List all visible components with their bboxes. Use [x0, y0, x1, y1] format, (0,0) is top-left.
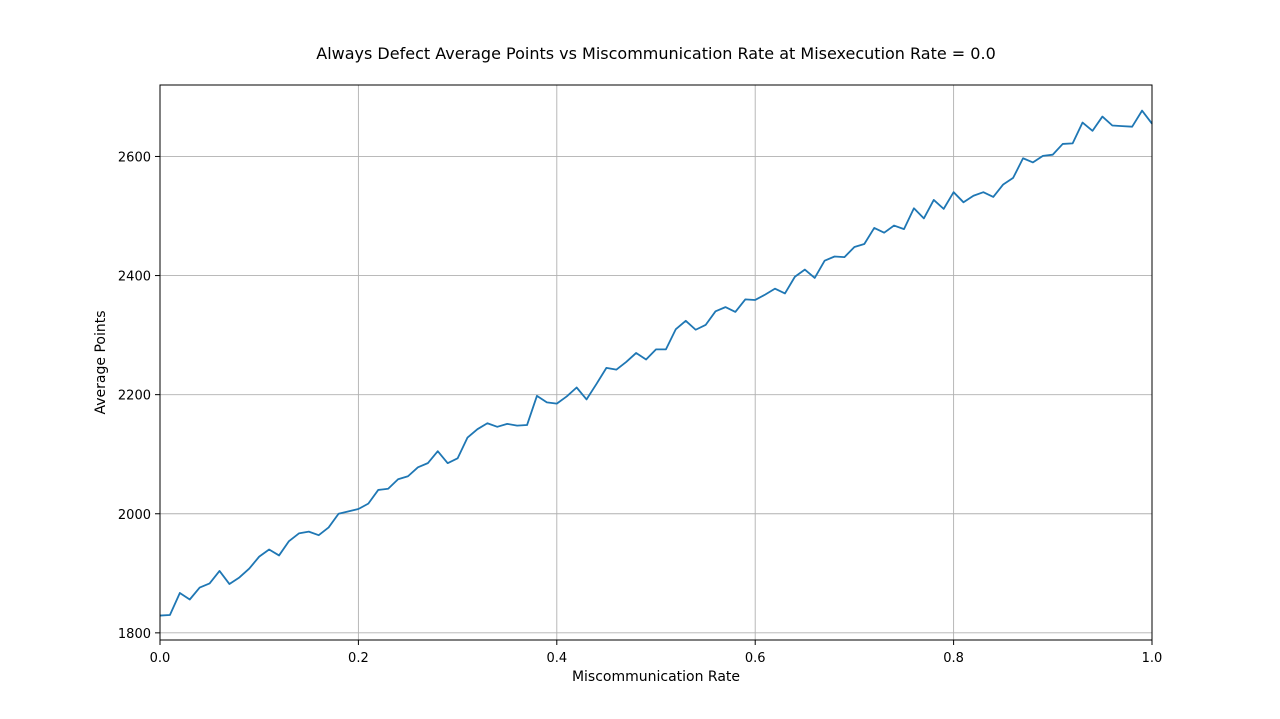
y-tick-label: 2000	[118, 508, 151, 523]
chart-title: Always Defect Average Points vs Miscommu…	[316, 44, 996, 63]
x-tick-label: 0.2	[348, 651, 369, 666]
y-tick-label: 2400	[118, 270, 151, 285]
x-tick-label: 0.4	[546, 651, 567, 666]
x-axis-label: Miscommunication Rate	[572, 669, 740, 685]
x-tick-label: 0.6	[745, 651, 766, 666]
axis-ticks: 0.0 0.2 0.4 0.6 0.8 1.0 1800 2000 2200 2400 2600	[118, 150, 1162, 666]
series-line	[159, 109, 1153, 617]
x-tick-label: 0.0	[150, 651, 171, 666]
y-tick-label: 2600	[118, 150, 151, 165]
grid-lines	[159, 85, 1153, 640]
plot-frame	[159, 84, 1153, 641]
x-tick-label: 0.8	[943, 651, 964, 666]
x-tick-label: 1.0	[1142, 651, 1163, 666]
y-tick-label: 1800	[118, 627, 151, 642]
y-axis-label: Average Points	[93, 311, 109, 415]
y-tick-label: 2200	[118, 389, 151, 404]
